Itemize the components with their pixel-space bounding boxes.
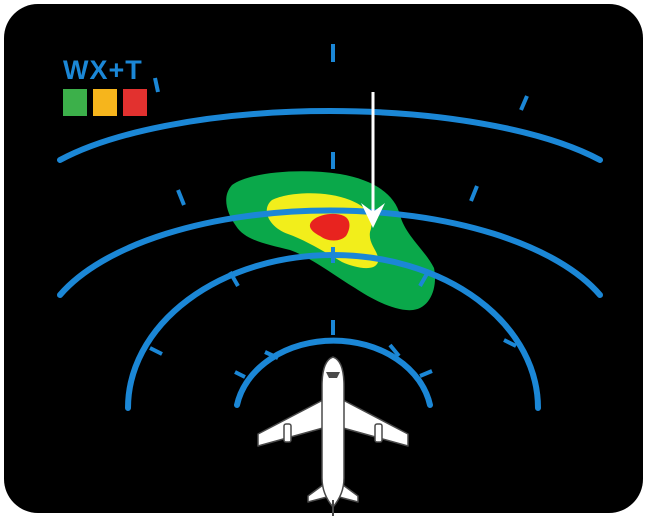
airplane-top-view-icon — [257, 356, 409, 516]
color-legend — [63, 89, 147, 116]
tick — [264, 350, 279, 360]
tick — [228, 271, 240, 287]
weather-cell-red — [309, 213, 350, 241]
down-arrow-icon — [361, 92, 385, 228]
tick — [418, 271, 430, 287]
tick — [503, 338, 517, 348]
range-ring-4 — [57, 108, 603, 163]
range-ring-1 — [234, 337, 433, 408]
tick — [176, 189, 186, 206]
tick — [149, 346, 163, 356]
red-swatch — [123, 89, 147, 116]
tick — [519, 95, 529, 111]
green-swatch — [63, 89, 87, 116]
mode-label: WX+T — [63, 55, 143, 85]
tick — [469, 185, 479, 202]
range-rings — [57, 108, 603, 411]
tick — [419, 369, 433, 378]
tick — [388, 343, 401, 358]
yellow-swatch — [93, 89, 117, 116]
tick — [234, 370, 246, 379]
range-ticks — [149, 44, 529, 379]
tick — [153, 77, 160, 93]
range-ring-3 — [57, 207, 603, 298]
